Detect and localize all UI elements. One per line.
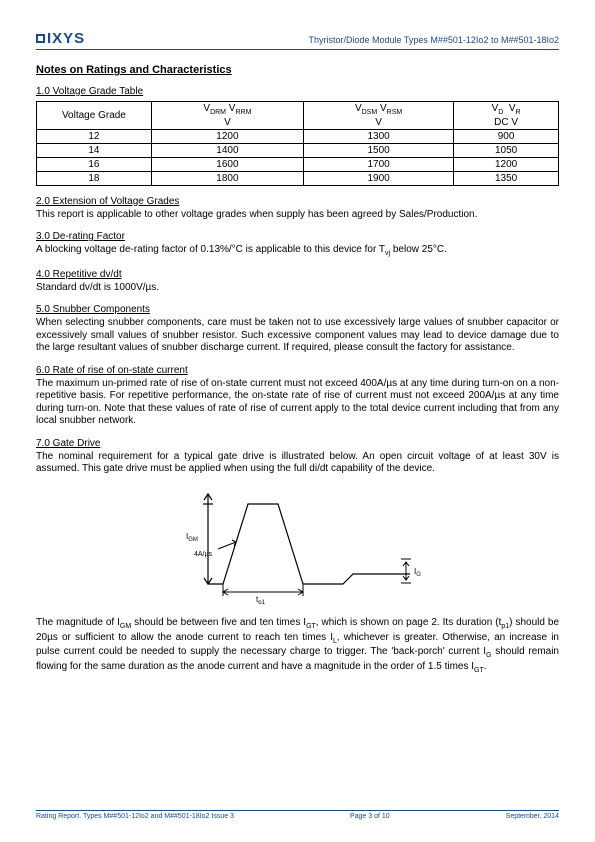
page-footer: Rating Report. Types M##501-12Io2 and M#… [36, 810, 559, 820]
section-body: When selecting snubber components, care … [36, 317, 559, 355]
footer-right: September, 2014 [506, 813, 559, 820]
section-head: 4.0 Repetitive dv/dt [36, 269, 559, 280]
col-vdrm: VDRM VRRM V [151, 102, 303, 130]
table-row: 18 1800 1900 1350 [37, 171, 559, 185]
section-head: 3.0 De-rating Factor [36, 231, 559, 242]
closing-paragraph: The magnitude of IGM should be between f… [36, 617, 559, 676]
logo-text: IXYS [47, 30, 85, 47]
page-header: IXYS Thyristor/Diode Module Types M##501… [36, 30, 559, 50]
label-4aus: 4A/µs [194, 551, 213, 558]
table-header-row: Voltage Grade VDRM VRRM V VDSM VRSM V VD… [37, 102, 559, 130]
col-vd: VD VR DC V [454, 102, 559, 130]
table-row: 12 1200 1300 900 [37, 129, 559, 143]
voltage-grade-table: Voltage Grade VDRM VRRM V VDSM VRSM V VD… [36, 101, 559, 186]
section-head: 6.0 Rate of rise of on-state current [36, 365, 559, 376]
gate-drive-diagram: IGM 4A/µs tp1 IG [36, 484, 559, 607]
label-igm: IGM [186, 532, 198, 543]
section-head: 5.0 Snubber Components [36, 304, 559, 315]
col-voltage-grade: Voltage Grade [37, 102, 152, 130]
logo: IXYS [36, 30, 85, 47]
label-ig: IG [414, 567, 421, 578]
section-body: Standard dv/dt is 1000V/µs. [36, 282, 559, 295]
section-body: The nominal requirement for a typical ga… [36, 451, 559, 476]
section-head-table: 1.0 Voltage Grade Table [36, 86, 559, 97]
footer-center: Page 3 of 10 [350, 813, 390, 820]
section-body: The maximum un-primed rate of rise of on… [36, 378, 559, 428]
logo-icon [36, 34, 45, 43]
table-row: 14 1400 1500 1050 [37, 143, 559, 157]
section-head: 7.0 Gate Drive [36, 438, 559, 449]
gate-drive-svg: IGM 4A/µs tp1 IG [168, 484, 428, 604]
page-title: Notes on Ratings and Characteristics [36, 64, 559, 76]
label-tp1: tp1 [256, 595, 266, 604]
footer-left: Rating Report. Types M##501-12Io2 and M#… [36, 813, 234, 820]
table-row: 16 1600 1700 1200 [37, 157, 559, 171]
section-body: A blocking voltage de-rating factor of 0… [36, 244, 559, 259]
col-vdsm: VDSM VRSM V [303, 102, 453, 130]
section-body: This report is applicable to other volta… [36, 209, 559, 222]
header-subtitle: Thyristor/Diode Module Types M##501-12Io… [309, 35, 559, 45]
section-head: 2.0 Extension of Voltage Grades [36, 196, 559, 207]
